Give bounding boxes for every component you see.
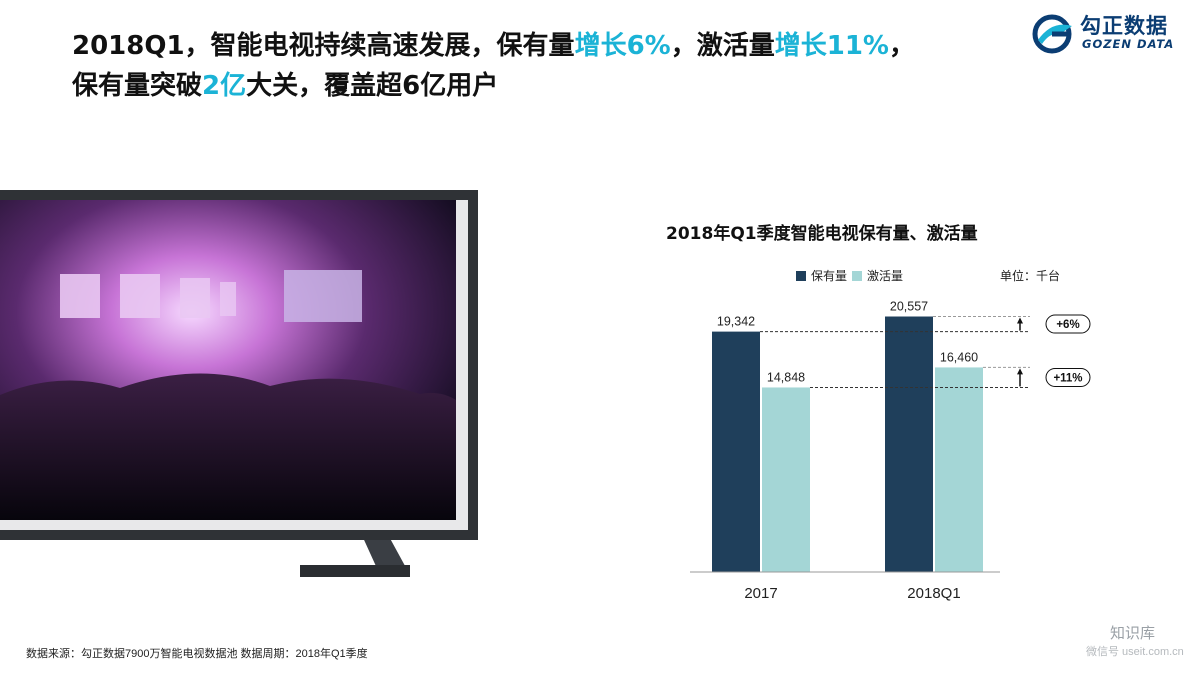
data-label: 19,342 [717,315,755,329]
headline-text: 2018Q1，智能电视持续高速发展，保有量 [72,31,575,61]
headline-text: ，激活量 [670,31,775,61]
chart-title: 2018年Q1季度智能电视保有量、激活量 [666,224,978,244]
bar-holding [885,316,933,572]
bar-holding [712,331,760,572]
headline-text: 保有量突破 [72,71,203,101]
tv-illustration [0,190,478,577]
headline-text: ， [888,31,915,61]
watermark-sub: 微信号 useit.com.cn [1086,646,1184,658]
headline: 2018Q1，智能电视持续高速发展，保有量增长6%，激活量增长11%， 保有量突… [72,26,1032,106]
bar-activation [935,367,983,572]
growth-label: +6% [1056,319,1079,331]
headline-text: 大关，覆盖超6亿用户 [246,71,499,101]
legend-swatch [796,270,806,281]
growth-badge [1045,314,1091,334]
category-label: 2017 [744,585,777,602]
growth-badge [1045,367,1091,387]
watermark: 知识库 [1110,625,1156,642]
unit-label: 单位：千台 [1000,269,1061,283]
category-label: 2018Q1 [907,585,960,602]
legend-item-activation: 激活量 [852,267,903,284]
logo-subtitle: GOZEN DATA [1082,37,1175,51]
headline-highlight: 增长11% [774,31,889,61]
headline-line-1: 2018Q1，智能电视持续高速发展，保有量增长6%，激活量增长11%， [72,26,1032,66]
legend-label: 保有量 [811,269,848,283]
data-label: 16,460 [940,350,978,364]
growth-arrow-head [1017,368,1023,375]
headline-highlight: 2亿 [202,71,247,101]
headline-highlight: 增长6% [574,31,671,61]
headline-line-2: 保有量突破2亿大关，覆盖超6亿用户 [72,66,1032,106]
legend-item-holding: 保有量 [796,267,847,284]
data-source: 数据来源：勾正数据7900万智能电视数据池 数据周期：2018年Q1季度 [26,648,368,660]
legend-swatch [852,270,862,281]
legend-label: 激活量 [867,269,904,283]
bar-chart: 19,342 14,848 2017 20,557 16,460 2018Q1 +6% +11… [690,300,1091,602]
data-label: 20,557 [890,300,928,314]
gozen-logo-icon [1032,14,1072,54]
data-label: 14,848 [767,370,805,384]
growth-arrow-head [1017,317,1023,324]
growth-label: +11% [1053,372,1082,384]
logo-name: 勾正数据 [1080,14,1168,38]
bar-activation [762,387,810,572]
